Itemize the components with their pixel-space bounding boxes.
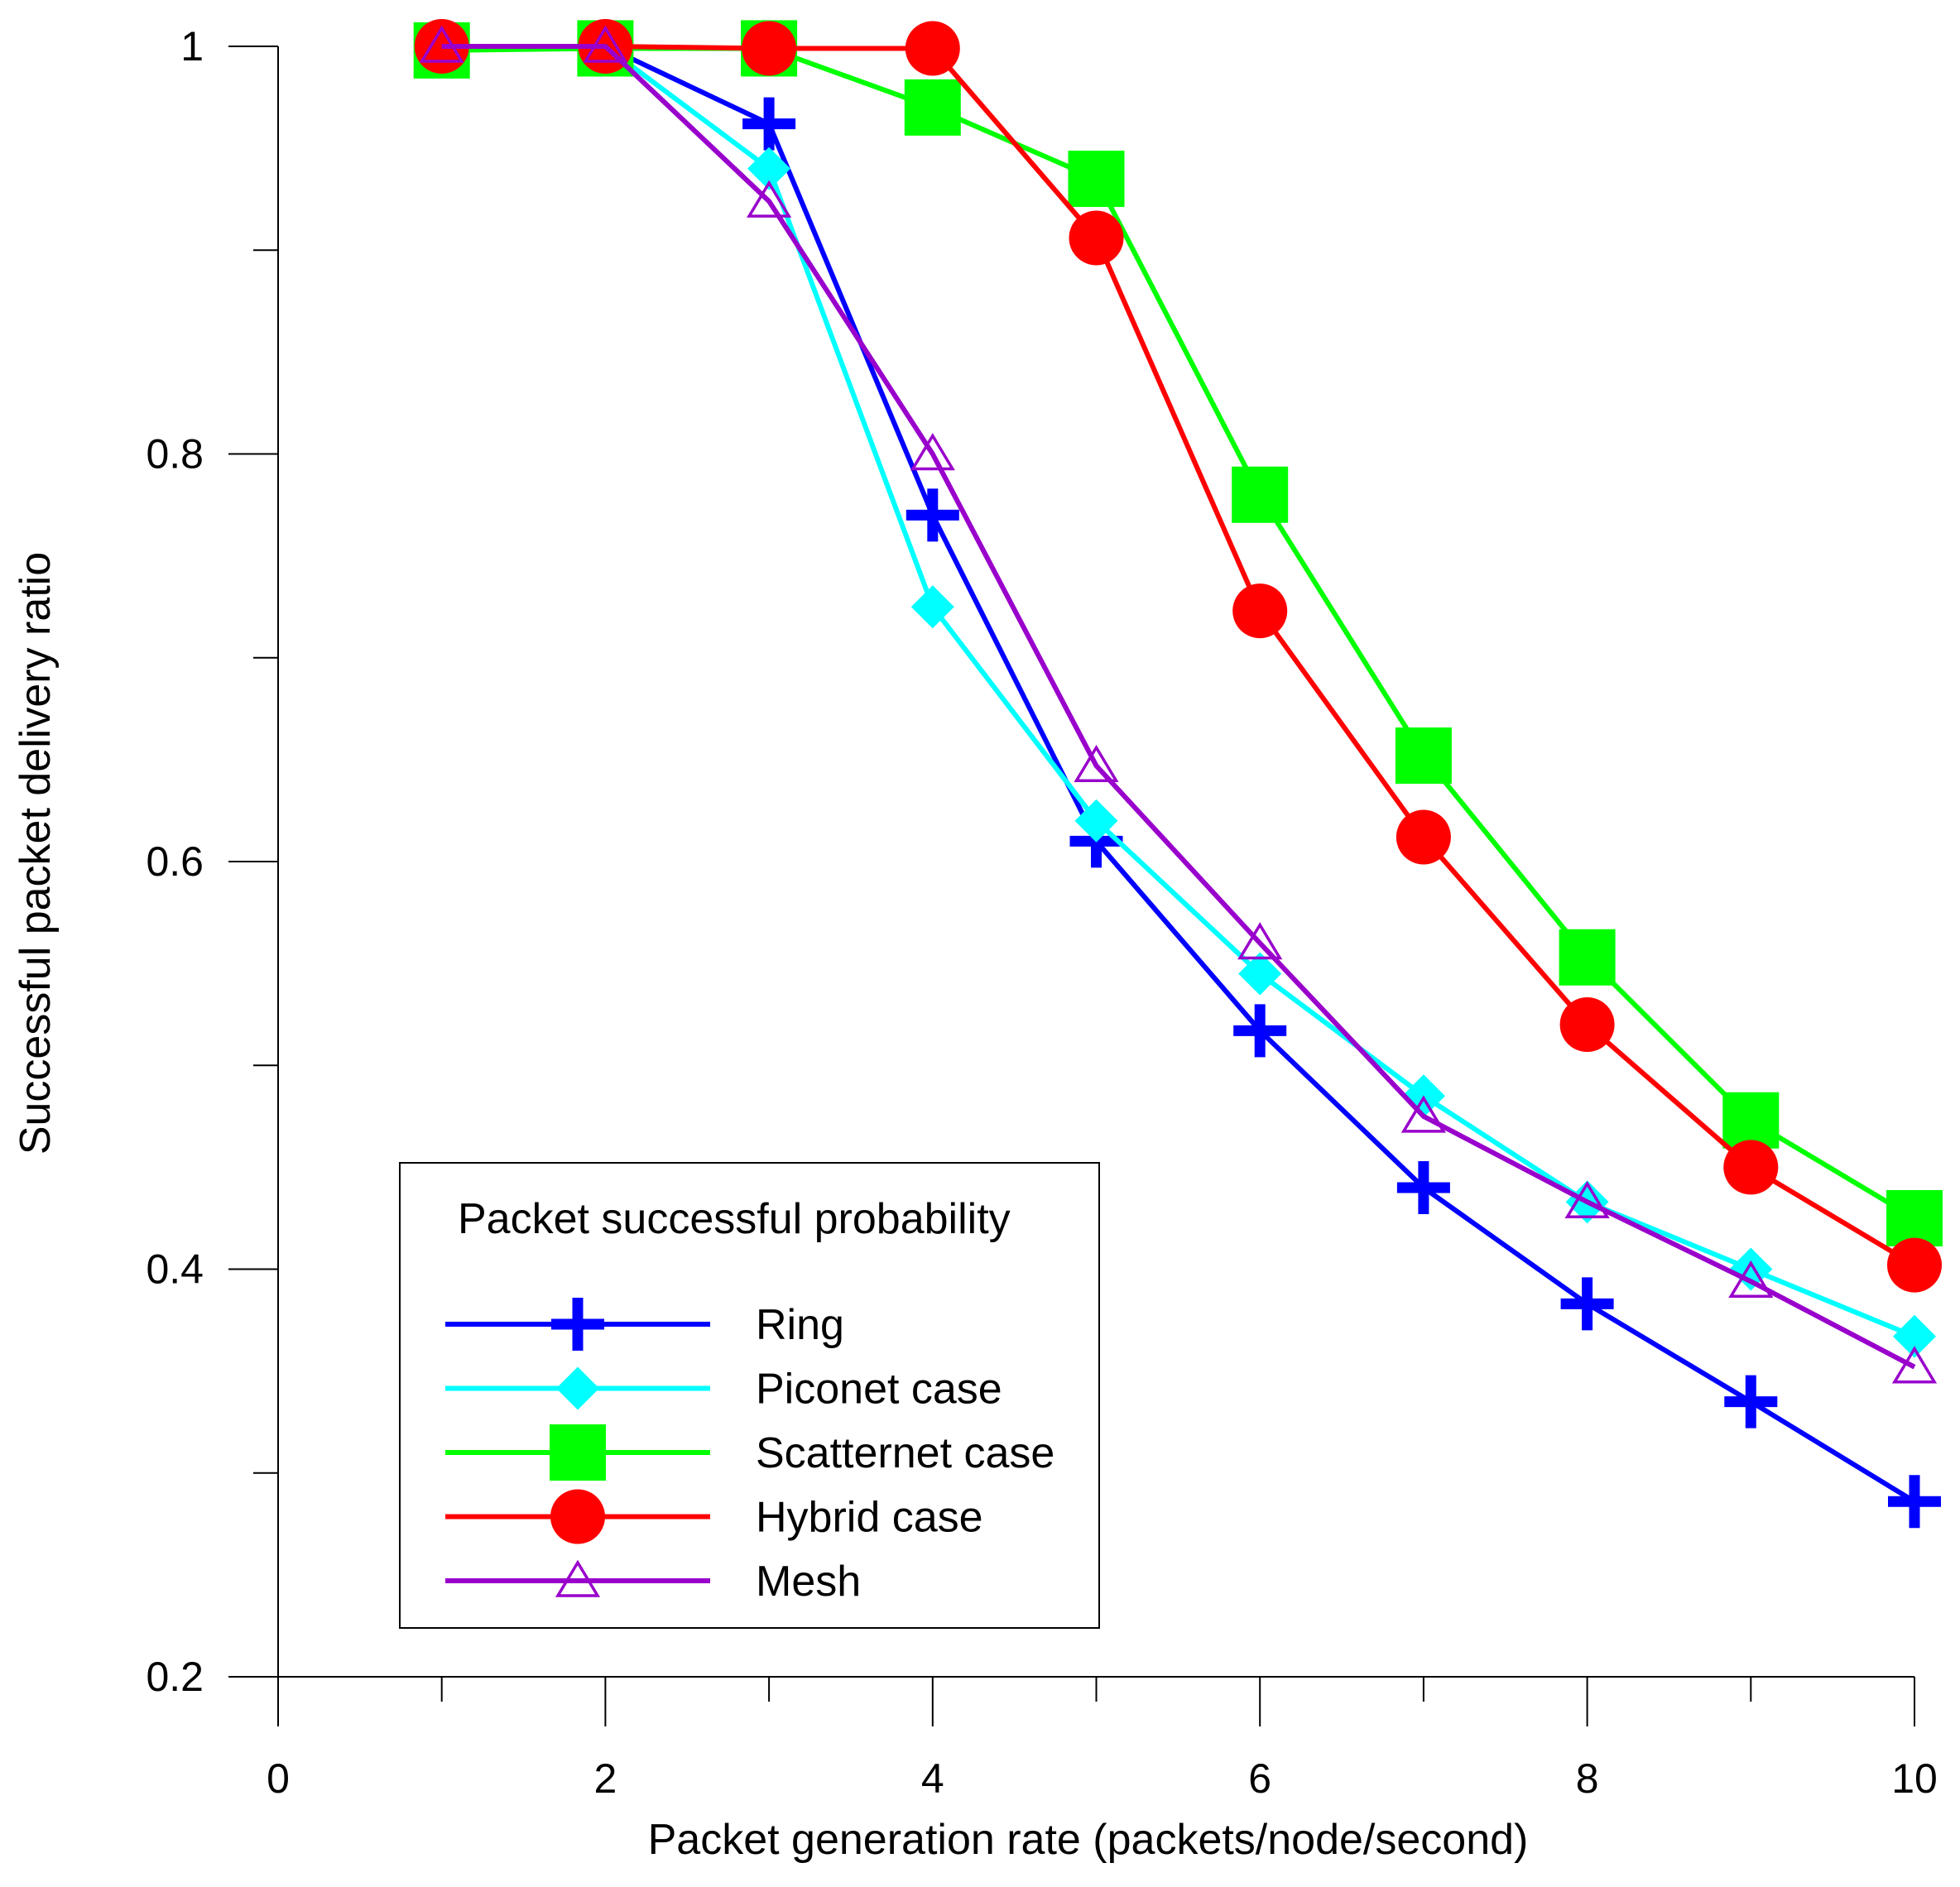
data-point-piconet-case [910,585,954,629]
y-tick-label: 1 [180,23,204,70]
data-point-ring [1233,1004,1287,1058]
data-point-mesh [910,433,955,471]
legend-label-ring: Ring [756,1301,844,1349]
data-point-hybrid-case [1559,997,1615,1052]
tick-marks [228,46,1915,1726]
legend-marker-hybrid-case [550,1489,605,1544]
data-point-mesh [1074,744,1119,783]
legend-entries: Ring Piconet case Scatternet case Hybrid ca… [445,1298,1054,1606]
data-point-ring [742,97,796,151]
x-axis-label: Packet generation rate (packets/node/sec… [648,1816,1529,1864]
legend-title: Packet successful probability [458,1195,1011,1243]
legend-marker-piconet-case [556,1366,599,1410]
data-point-piconet-case [747,146,791,190]
y-tick-label: 0.4 [146,1246,204,1293]
data-point-ring [1888,1475,1941,1529]
y-axis-label: Successful packet delivery ratio [12,552,60,1155]
data-point-mesh [1237,922,1283,960]
legend-label-piconet-case: Piconet case [756,1366,1002,1414]
data-point-ring [1560,1277,1614,1331]
data-point-hybrid-case [1396,809,1451,865]
legend-label-hybrid-case: Hybrid case [756,1494,983,1542]
y-tick-label: 0.8 [146,431,204,478]
data-point-mesh [1400,1095,1446,1133]
y-tick-label: 0.6 [146,838,204,885]
tick-labels: 0.20.40.60.810 2 4 6 8 10 [146,23,1937,1802]
legend-entry-mesh: Mesh [445,1558,861,1606]
series-mesh [419,25,1938,1384]
x-tick-label: 0 [267,1755,290,1802]
data-point-ring [1396,1161,1450,1214]
data-point-ring [906,488,959,542]
y-tick-label: 0.2 [146,1654,204,1700]
series-hybrid-case [414,19,1942,1293]
data-point-mesh [1564,1180,1610,1218]
series-line-hybrid-case [441,44,1916,1268]
data-point-scatternet-case [1559,929,1616,986]
data-point-mesh [419,25,464,63]
series-line-ring [441,44,1916,1504]
data-point-scatternet-case [904,79,961,136]
series-line-piconet-case [441,44,1916,1339]
legend-marker-scatternet-case [550,1424,606,1481]
x-tick-label: 10 [1891,1755,1938,1802]
data-point-scatternet-case [1722,1092,1780,1149]
data-point-hybrid-case [1232,583,1288,639]
x-tick-label: 8 [1576,1755,1599,1802]
legend-marker-ring [551,1298,604,1351]
data-point-piconet-case [1893,1314,1936,1358]
data-point-ring [1724,1375,1778,1428]
x-tick-label: 2 [593,1755,617,1802]
x-tick-label: 6 [1248,1755,1271,1802]
legend-entry-ring: Ring [445,1298,844,1351]
series-line-scatternet-case [441,46,1916,1221]
data-point-scatternet-case [1395,727,1452,784]
legend-entry-scatternet-case: Scatternet case [445,1424,1054,1481]
data-point-hybrid-case [1887,1237,1942,1293]
data-point-mesh [583,25,628,63]
legend-box [399,1162,1100,1629]
data-point-hybrid-case [1723,1140,1779,1195]
x-tick-label: 4 [921,1755,944,1802]
data-point-hybrid-case [1069,210,1124,266]
axes [228,46,1914,1726]
data-point-mesh [1891,1346,1938,1384]
series-line-mesh [441,44,1916,1370]
data-point-piconet-case [1729,1247,1773,1291]
data-point-scatternet-case [1068,151,1125,208]
series-layer [413,19,1943,1529]
legend: Packet successful probability Ring Picone… [399,1162,1100,1629]
data-point-mesh [1728,1260,1774,1299]
data-point-scatternet-case [1232,466,1289,523]
legend-label-scatternet-case: Scatternet case [756,1429,1054,1477]
legend-entry-piconet-case: Piconet case [445,1366,1002,1414]
data-point-hybrid-case [905,21,960,76]
series-scatternet-case [413,20,1943,1246]
data-point-piconet-case [1074,799,1118,843]
data-point-mesh [747,180,792,218]
legend-marker-mesh [555,1559,601,1597]
data-point-piconet-case [1238,952,1282,996]
series-piconet-case [420,25,1936,1358]
data-point-hybrid-case [742,21,797,76]
data-point-scatternet-case [1886,1189,1943,1246]
legend-label-mesh: Mesh [756,1558,861,1606]
legend-entry-hybrid-case: Hybrid case [445,1489,983,1544]
